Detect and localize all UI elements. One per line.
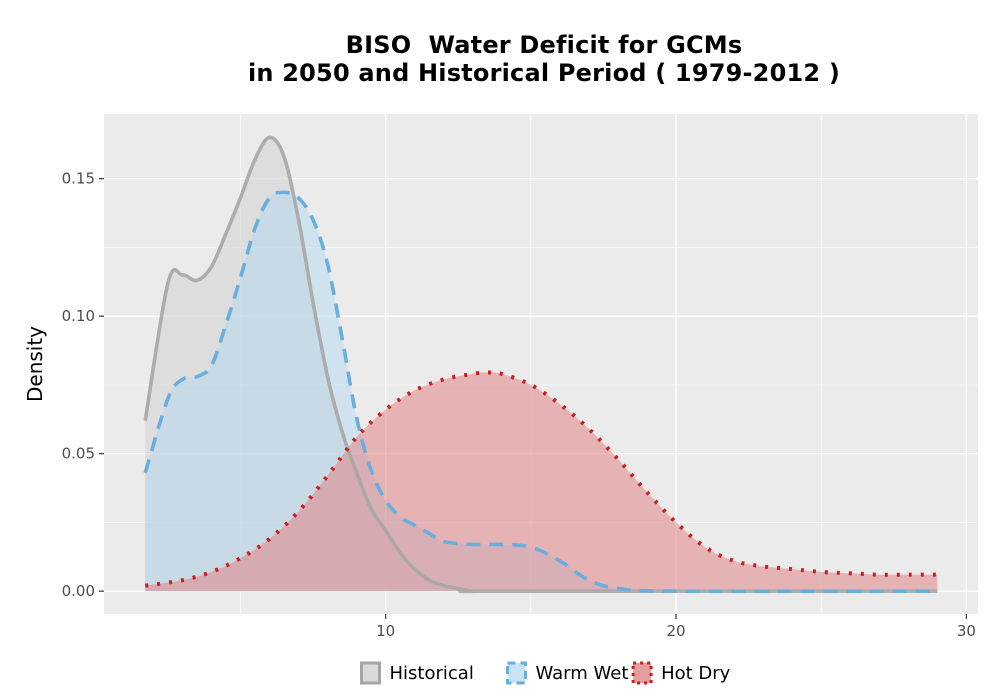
legend-label-hot-dry: Hot Dry <box>661 663 731 684</box>
legend-label-warm-wet: Warm Wet <box>536 663 629 684</box>
y-axis: 0.00 0.05 0.10 0.15 <box>62 170 104 600</box>
series-line-historical <box>143 135 938 594</box>
y-tick-label: 0.15 <box>62 170 95 188</box>
legend-label-historical: Historical <box>390 663 474 684</box>
y-axis-label: Density <box>23 326 47 402</box>
legend: Historical Warm Wet Hot Dry <box>360 661 731 685</box>
chart-title-line-2: in 2050 and Historical Period ( 1979-201… <box>247 59 841 87</box>
x-tick-label: 20 <box>666 622 685 640</box>
legend-key-hot-dry <box>631 661 653 685</box>
x-tick-label: 10 <box>376 622 395 640</box>
legend-key-warm-wet <box>506 661 527 685</box>
legend-key-historical <box>360 661 381 685</box>
y-tick-label: 0.10 <box>62 307 95 325</box>
series-fills <box>145 137 938 592</box>
x-tick-label: 30 <box>957 622 976 640</box>
x-axis: 10 20 30 <box>376 614 976 640</box>
series-lines <box>143 135 938 594</box>
series-line-warm-wet <box>143 190 938 594</box>
series-area-hot-dry <box>145 372 938 592</box>
y-tick-label: 0.00 <box>62 582 95 600</box>
chart-title-line-1: BISO Water Deficit for GCMs <box>345 31 743 59</box>
y-tick-label: 0.05 <box>62 445 95 463</box>
